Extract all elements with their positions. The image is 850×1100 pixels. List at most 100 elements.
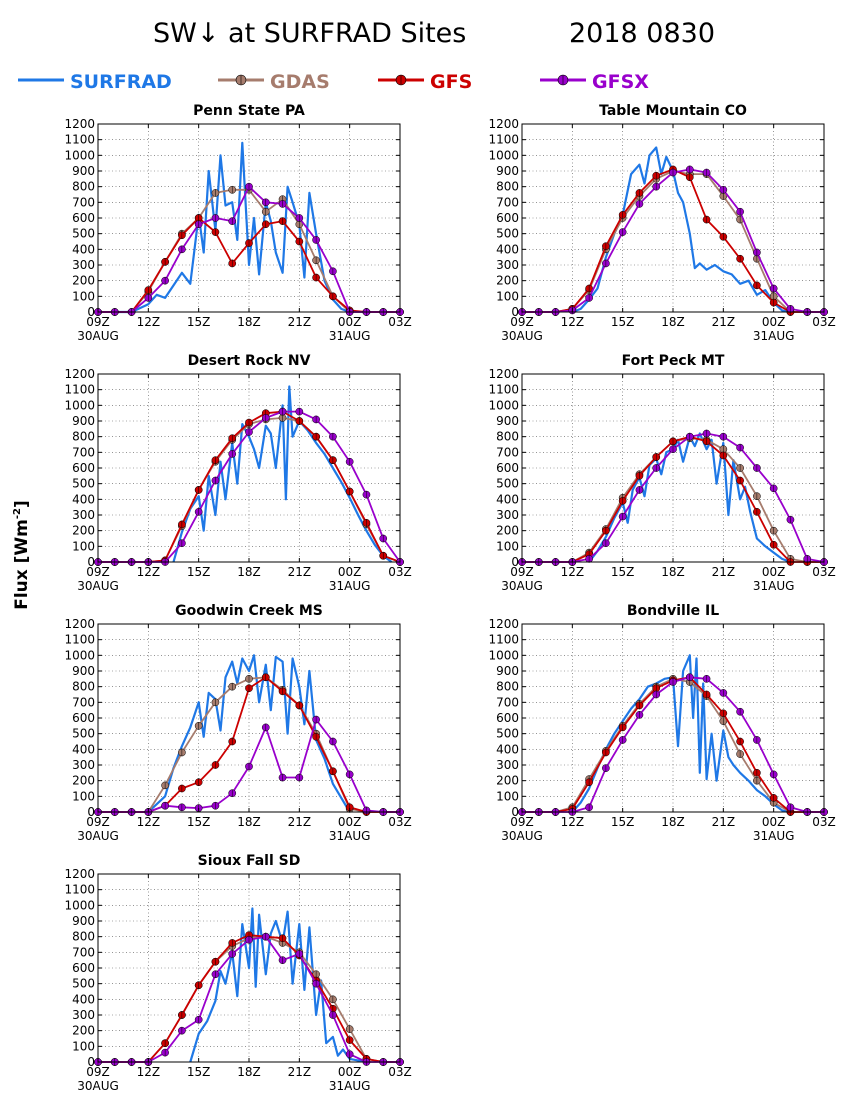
y-tick-label: 1200: [64, 117, 95, 131]
x-tick-label: 00Z: [338, 315, 362, 329]
x-tick-label: 03Z: [388, 565, 412, 579]
y-tick-label: 1100: [64, 883, 95, 897]
y-tick-label: 600: [72, 211, 95, 225]
y-tick-label: 1200: [488, 367, 519, 381]
panel-title: Table Mountain CO: [599, 103, 747, 119]
x-tick-label: 18Z: [661, 565, 685, 579]
grid: [522, 374, 824, 562]
y-tick-label: 1100: [64, 133, 95, 147]
x-day-label: 31AUG: [753, 829, 795, 843]
y-tick-label: 1000: [64, 648, 95, 662]
x-axis: 09Z 12Z 15Z 18Z 21Z 00Z 03Z 30AUG 31AUG: [77, 374, 412, 593]
y-tick-label: 600: [72, 461, 95, 475]
y-tick-label: 300: [72, 758, 95, 772]
x-tick-label: 18Z: [237, 815, 261, 829]
y-tick-label: 900: [72, 664, 95, 678]
y-tick-label: 200: [72, 274, 95, 288]
legend-item-surfrad: SURFRAD: [18, 71, 172, 93]
x-tick-label: 00Z: [762, 565, 786, 579]
y-tick-label: 100: [72, 539, 95, 553]
x-tick-label: 15Z: [187, 565, 211, 579]
x-axis: 09Z 12Z 15Z 18Z 21Z 00Z 03Z 30AUG 31AUG: [501, 374, 836, 593]
x-tick-label: 12Z: [137, 815, 161, 829]
y-tick-label: 300: [72, 508, 95, 522]
x-tick-label: 03Z: [812, 565, 836, 579]
y-tick-label: 500: [496, 227, 519, 241]
y-axis-label: Flux [Wm: [12, 519, 32, 610]
x-tick-label: 12Z: [561, 315, 585, 329]
y-tick-label: 100: [496, 289, 519, 303]
series-line-surfrad: [189, 907, 367, 1064]
y-tick-label: 200: [496, 774, 519, 788]
grid: [522, 124, 824, 312]
x-tick-label: 12Z: [137, 565, 161, 579]
y-tick-label: 0: [87, 305, 95, 319]
y-tick-label: 1000: [64, 398, 95, 412]
legend: SURFRAD GDAS GFS GFSX: [18, 71, 649, 93]
x-tick-label: 00Z: [338, 565, 362, 579]
panel-title: Penn State PA: [193, 103, 305, 119]
x-day-label: 31AUG: [753, 579, 795, 593]
x-tick-label: 18Z: [237, 565, 261, 579]
panel-title: Desert Rock NV: [188, 353, 311, 369]
y-tick-label: 1200: [488, 117, 519, 131]
x-day-label: 30AUG: [501, 329, 543, 343]
x-tick-label: 12Z: [137, 315, 161, 329]
x-day-label: 30AUG: [501, 829, 543, 843]
series-gdas: [518, 674, 828, 816]
y-tick-label: 1200: [64, 617, 95, 631]
legend-item-gfs: GFS: [378, 71, 472, 93]
y-tick-label: 1200: [488, 617, 519, 631]
y-tick-label: 400: [72, 742, 95, 756]
y-tick-label: 1100: [488, 633, 519, 647]
series-surfrad: [147, 654, 351, 813]
y-tick-label: 800: [496, 180, 519, 194]
x-tick-label: 03Z: [388, 815, 412, 829]
x-tick-label: 18Z: [237, 1065, 261, 1079]
series-gfs: [518, 165, 828, 316]
y-tick-label: 0: [511, 305, 519, 319]
x-tick-label: 00Z: [762, 815, 786, 829]
x-axis: 09Z 12Z 15Z 18Z 21Z 00Z 03Z 30AUG 31AUG: [77, 624, 412, 843]
y-tick-label: 800: [72, 680, 95, 694]
x-tick-label: 21Z: [712, 815, 736, 829]
y-tick-label: 100: [496, 789, 519, 803]
x-tick-label: 12Z: [561, 815, 585, 829]
y-tick-label: 900: [72, 414, 95, 428]
y-tick-label: 800: [496, 680, 519, 694]
y-tick-label: 800: [72, 930, 95, 944]
x-tick-label: 21Z: [288, 815, 312, 829]
legend-item-gdas: GDAS: [218, 71, 330, 93]
y-tick-label: 900: [496, 414, 519, 428]
x-tick-label: 21Z: [288, 1065, 312, 1079]
y-tick-label: 1100: [64, 633, 95, 647]
grid: [98, 374, 400, 562]
grid: [98, 124, 400, 312]
y-tick-label: 1100: [64, 383, 95, 397]
x-day-label: 30AUG: [77, 829, 119, 843]
series-surfrad: [172, 385, 393, 563]
x-tick-label: 12Z: [137, 1065, 161, 1079]
series-line-surfrad: [114, 141, 351, 314]
series-surfrad: [114, 141, 351, 314]
legend-item-gfsx: GFSX: [540, 71, 649, 93]
legend-label: GDAS: [270, 71, 330, 93]
x-day-label: 31AUG: [753, 329, 795, 343]
series-line-surfrad: [172, 385, 393, 563]
y-tick-label: 1100: [488, 133, 519, 147]
figure-title: SW↓ at SURFRAD Sites: [153, 18, 466, 49]
x-tick-label: 00Z: [338, 1065, 362, 1079]
y-tick-label: 900: [496, 164, 519, 178]
series-gdas: [518, 167, 828, 316]
series-gfsx: [518, 429, 828, 566]
x-tick-label: 12Z: [561, 565, 585, 579]
series-line-surfrad: [571, 654, 791, 814]
y-tick-label: 400: [72, 242, 95, 256]
x-day-label: 31AUG: [329, 1079, 371, 1093]
y-tick-label: 500: [72, 227, 95, 241]
x-day-label: 30AUG: [77, 1079, 119, 1093]
